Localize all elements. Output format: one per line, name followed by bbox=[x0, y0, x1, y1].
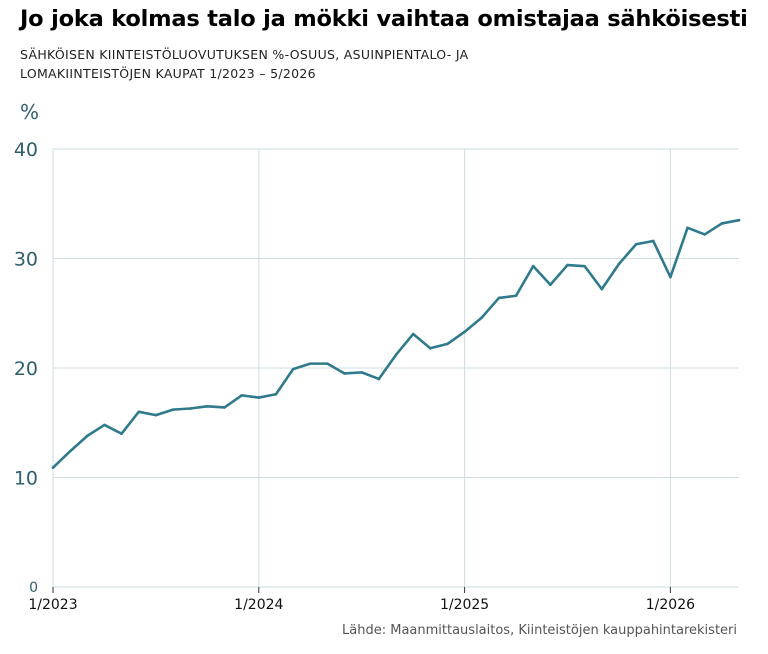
data-point bbox=[446, 342, 449, 346]
data-point bbox=[531, 264, 535, 268]
data-point bbox=[240, 394, 243, 397]
data-point bbox=[377, 377, 381, 381]
source-note: Lähde: Maanmittauslaitos, Kiinteistöjen … bbox=[342, 623, 737, 638]
y-tick-label: 20 bbox=[14, 358, 38, 380]
data-point bbox=[326, 362, 329, 365]
data-point bbox=[343, 372, 346, 375]
data-point bbox=[617, 262, 621, 266]
data-point bbox=[651, 239, 655, 243]
x-tick-label: 1/2026 bbox=[646, 597, 695, 613]
data-point bbox=[514, 294, 518, 298]
data-point bbox=[600, 287, 604, 291]
y-tick-label: 30 bbox=[14, 249, 38, 271]
x-tick-label: 1/2024 bbox=[234, 597, 283, 613]
data-point bbox=[480, 316, 484, 319]
data-point bbox=[566, 263, 569, 267]
x-tick-label: 1/2023 bbox=[28, 597, 77, 613]
data-point bbox=[463, 330, 466, 334]
x-axis-ticks: 1/2023 1/2024 1/2025 1/2026 bbox=[28, 587, 695, 613]
data-point bbox=[68, 449, 72, 453]
series-line bbox=[51, 218, 741, 469]
chart-title: Jo joka kolmas talo ja mökki vaihtaa omi… bbox=[20, 6, 748, 32]
data-point bbox=[257, 396, 261, 399]
data-point bbox=[51, 466, 55, 469]
data-point bbox=[206, 405, 209, 408]
y-tick-label: 0 bbox=[29, 580, 38, 596]
data-point bbox=[583, 264, 586, 268]
data-point bbox=[720, 222, 724, 225]
data-point bbox=[188, 407, 192, 410]
data-point bbox=[360, 371, 364, 374]
data-point bbox=[429, 346, 432, 350]
y-tick-label: 40 bbox=[14, 139, 38, 161]
data-point bbox=[120, 432, 123, 436]
y-axis-unit: % bbox=[20, 100, 40, 124]
data-point bbox=[497, 296, 501, 300]
grid-layer bbox=[52, 148, 739, 588]
data-point bbox=[103, 423, 106, 427]
chart-subtitle: SÄHKÖISEN KIINTEISTÖLUOVUTUKSEN %-OSUUS,… bbox=[20, 47, 469, 81]
data-point bbox=[411, 332, 415, 336]
data-point bbox=[737, 218, 741, 222]
data-point bbox=[137, 410, 141, 414]
y-tick-label: 10 bbox=[14, 468, 38, 490]
data-point bbox=[86, 434, 89, 438]
data-point bbox=[154, 413, 158, 417]
data-point bbox=[669, 275, 672, 279]
y-axis-ticks: 0 10 20 30 40 bbox=[14, 139, 38, 596]
data-point bbox=[308, 362, 312, 365]
series-layer bbox=[51, 218, 741, 469]
x-tick-label: 1/2025 bbox=[440, 597, 489, 613]
data-point bbox=[549, 283, 552, 287]
data-point bbox=[291, 367, 295, 371]
data-point bbox=[634, 242, 638, 246]
data-point bbox=[223, 406, 226, 409]
data-point bbox=[394, 353, 398, 357]
data-point bbox=[703, 233, 706, 236]
data-point bbox=[274, 392, 278, 396]
data-point bbox=[171, 408, 175, 411]
data-point bbox=[686, 226, 689, 230]
